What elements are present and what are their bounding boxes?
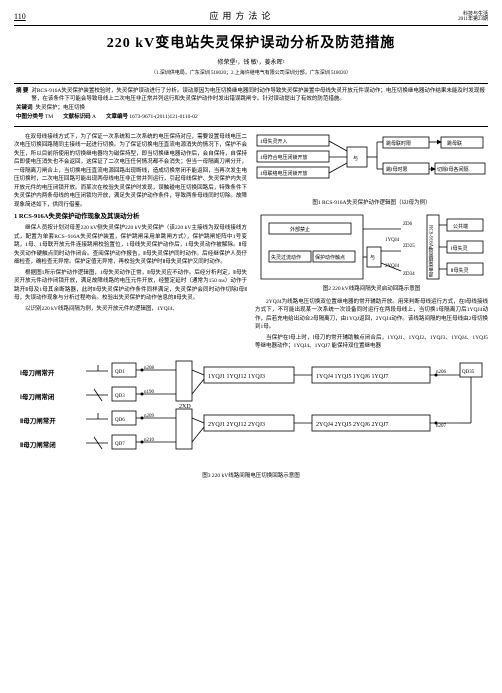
para-r2: 当保护在Ⅰ母上时，Ⅰ母刀的常开辅助触点闭合后，1YQJ1、1YQJ2、1YQJ3… (255, 334, 488, 351)
abstract-text: 对RCS-916A失灵保护装置校验时，失灵保护误动进行了分析。误动原因为电压切换… (31, 87, 486, 104)
doccode-label: 文献标识码 (63, 114, 91, 120)
abstract-label: 摘 要 (16, 87, 28, 104)
fig3-l3: Ⅱ母刀闸常开 (20, 416, 56, 425)
articleno-value: 1673-9671-(2011)121-0110-02 (129, 114, 197, 120)
page-header: 110 应用方法论 科技与生活 2011年第23期 (14, 10, 488, 26)
articleno-label: 文章编号 (106, 114, 128, 120)
fig2-zd6: ZD6 (403, 222, 413, 227)
fig1-b1: 1母失灵开入 (260, 138, 288, 145)
fig3-n207: n207 (436, 424, 447, 429)
fig2-zd34: ZD34 (403, 272, 415, 277)
fig2-r3: Ⅱ母失灵 (451, 267, 468, 274)
keywords-text: 失灵保护；电压切换 (36, 104, 86, 112)
fig1-b5: 跳母联时限 (386, 140, 411, 147)
fig1-caption: 图1 RCS-916A失灵保护动作逻辑图（以Ⅰ母为例） (255, 199, 488, 208)
authors: 修荣堡¹，钱 敏¹，姜永晖² (14, 59, 488, 67)
doccode-value: A (92, 114, 96, 120)
svg-text:1XD: 1XD (179, 359, 191, 360)
para-l2: 继保人员按计划对母差220 kV侧失灵保护220 kV失灵保护（该220 kV主… (14, 224, 247, 267)
fig2-r1: 公共端 (453, 223, 468, 230)
fig3-l2: Ⅰ母刀闸常闭 (20, 392, 55, 401)
fig3-l1: Ⅰ母刀闸常开 (20, 368, 55, 377)
header-right: 科技与生活 2011年第23期 (458, 12, 488, 23)
fig2-caption: 图2 220 kV线路间隔失灵启动回路示意图 (255, 285, 488, 294)
article-title: 220 kV变电站失灵保护误动分析及防范措施 (14, 34, 488, 54)
para-l3: 根据图1所示保护动作逻辑图，1母失灵动作正常，Ⅱ母失灵应不动作。后经分析判定，Ⅱ… (14, 269, 247, 303)
fig3-xd2: 2XD (179, 404, 191, 410)
fig2-r2: Ⅰ母失灵 (451, 245, 467, 252)
para-l4: 以识别220 kV线路间隔为例，失灵开放元件的逻辑图，1YQJ4、 (14, 305, 247, 314)
class-value: TM (45, 114, 53, 120)
fig3-midtop: 1YQJ1 1YQJ12 1YQJ3 (208, 374, 265, 380)
page-root: 110 应用方法论 科技与生活 2011年第23期 220 kV变电站失灵保护误… (0, 0, 502, 494)
figure-2: 外部禁止 失灵过流动作 保护动作触点 与 ZD6 ZD25 ZD34 1YQJ4… (255, 211, 488, 283)
fig3-qd2: QD3 (115, 394, 125, 399)
fig1-b7: 跳Ⅰ母时限 (386, 166, 407, 173)
figure-1: 1母失灵开入 1母符合电压闭锁开放 1母联络电压闭锁开放 与 跳母联时限 跳Ⅰ母… (255, 133, 488, 197)
page-number: 110 (14, 11, 26, 22)
fig3-qd6: QD6 (115, 418, 125, 423)
class-label: 中图分类号 (16, 114, 44, 120)
fig3-n206: n206 (436, 370, 447, 375)
fig1-and: 与 (353, 155, 358, 162)
header-right-l1: 科技与生活 (463, 12, 488, 17)
fig3-rightbot: 2YQJ4 2YQJ5 2YQJ6 2YQJ7 (316, 422, 389, 428)
right-column: 1母失灵开入 1母符合电压闭锁开放 1母联络电压闭锁开放 与 跳母联时限 跳Ⅰ母… (255, 133, 488, 353)
fig2-c1: 外部禁止 (290, 226, 310, 233)
fig2-yqj1: 1YQJ4 (385, 238, 400, 243)
fig3-qd35: QD35 (462, 370, 475, 375)
header-right-l2: 2011年第23期 (458, 17, 488, 22)
fig1-b3: 1母联络电压闭锁开放 (260, 170, 308, 177)
body-columns: 在双母线接线方式下，为了保证一次系统和二次系统的电压保持对应，需要设置母线电压二… (14, 133, 488, 353)
fig2-c2: 失灵过流动作 (271, 254, 301, 261)
fig2-zd25: ZD25 (403, 244, 415, 249)
fig3-caption: 图3 220 kV线路间隔电压切换回路示意图 (14, 473, 488, 481)
fig3-midbot: 2YQJ1 2YQJ12 2YQJ3 (208, 422, 265, 428)
fig2-and: 与 (370, 254, 375, 261)
fig2-c3: 保护动作触点 (315, 254, 345, 261)
para-l1: 在双母线接线方式下，为了保证一次系统和二次系统的电压保持对应，需要设置母线电压二… (14, 133, 247, 210)
svg-text:1XD: 1XD (341, 359, 353, 361)
fig2-colR: RCS-916A数显屏菜单部 (428, 225, 434, 279)
fig3-l4: Ⅱ母刀闸常闭 (20, 440, 56, 449)
affiliations: （1.深圳供电局，广东深圳 518020；2.上海许继电气有限公司深圳分部，广东… (14, 70, 488, 77)
figure-3: Ⅰ母刀闸常开 Ⅰ母刀闸常闭 Ⅱ母刀闸常开 Ⅱ母刀闸常闭 QD1 QD3 QD6 … (14, 359, 488, 481)
fig1-b6: 跳母联 (447, 140, 462, 147)
fig3-qd1: QD1 (115, 370, 125, 375)
header-center: 应用方法论 (209, 10, 274, 23)
left-column: 在双母线接线方式下，为了保证一次系统和二次系统的电压保持对应，需要设置母线电压二… (14, 133, 247, 353)
para-r1: 2YQJ4为线路电压切换双位置继电器的常开辅助开放。用来判断母线运行方式，在Ⅰ母… (255, 298, 488, 332)
fig1-b2: 1母符合电压闭锁开放 (260, 154, 308, 161)
fig1-b8: 切除Ⅰ母各间隔 (437, 166, 468, 173)
section-1-heading: 1 RCS-916A失灵保护动作现象及其误动分析 (14, 212, 247, 222)
keywords-label: 关键词 (16, 104, 33, 112)
fig3-qd7: QD7 (115, 442, 125, 447)
fig3-righttop: 1YQJ4 1YQJ5 1YQJ6 1YQJ7 (316, 374, 389, 380)
abstract-block: 摘 要 对RCS-916A失灵保护装置校验时，失灵保护误动进行了分析。误动原因为… (14, 83, 488, 127)
fig2-yqj2: 2YQJ4 (385, 264, 400, 269)
